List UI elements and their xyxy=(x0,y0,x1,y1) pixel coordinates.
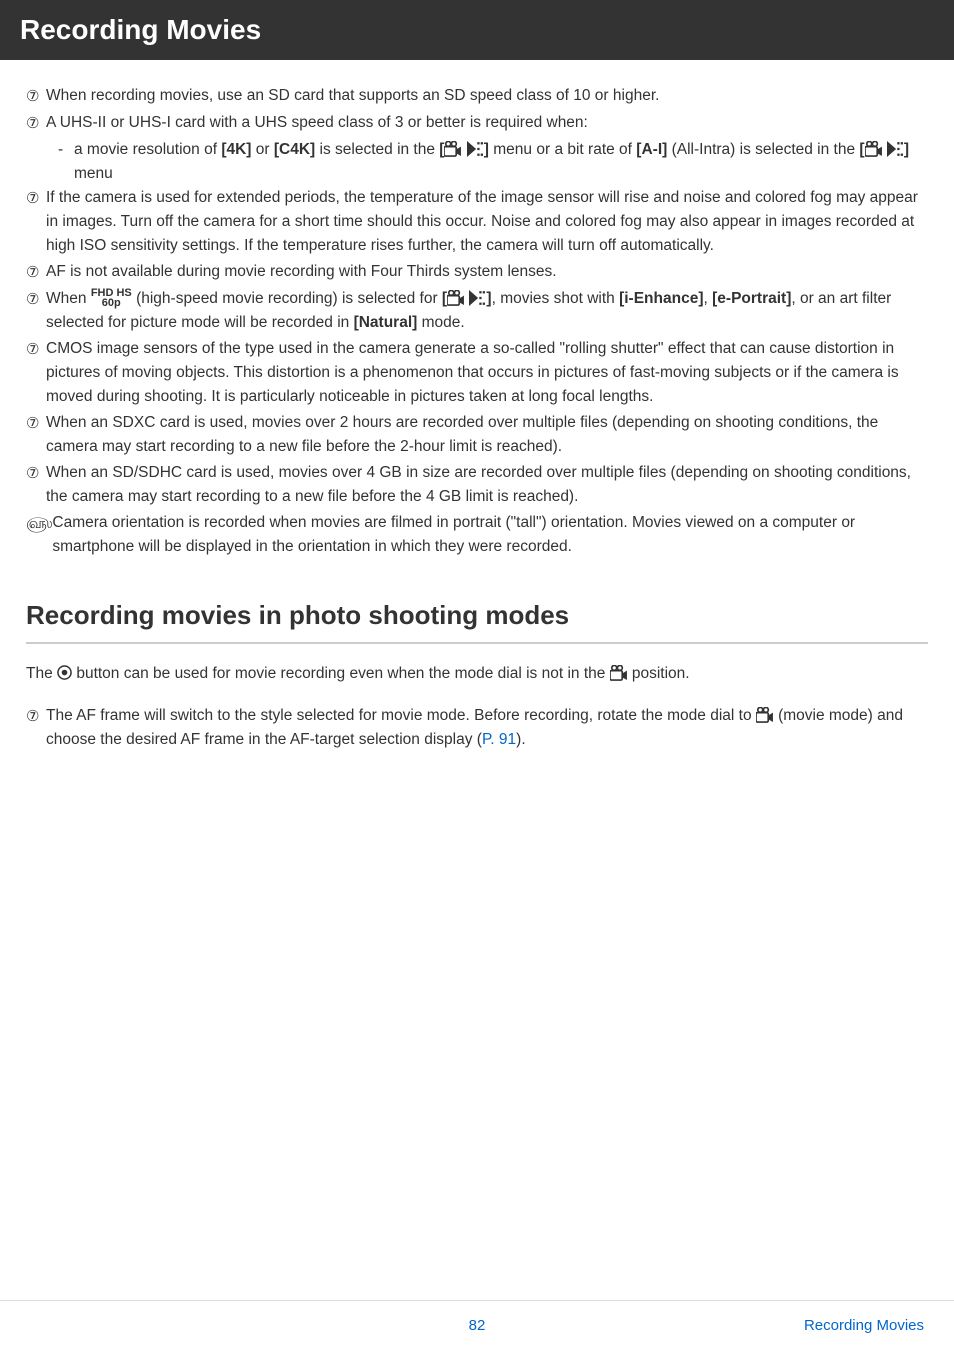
note-item: ⑦ A UHS-II or UHS-I card with a UHS spee… xyxy=(26,111,928,136)
note-item: ⑦ When an SDXC card is used, movies over… xyxy=(26,411,928,459)
notes-list: ⑦ When recording movies, use an SD card … xyxy=(26,84,928,559)
note-item: ⑦ When FHD HS60p (high-speed movie recor… xyxy=(26,287,928,335)
notes-list-2: ⑦ The AF frame will switch to the style … xyxy=(26,704,928,752)
menu-label: [ ] xyxy=(859,141,909,158)
menu-label: [ ] xyxy=(439,141,489,158)
caution-icon: ⑦ xyxy=(26,411,46,436)
caution-icon: ⑦ xyxy=(26,111,46,136)
note-text: The AF frame will switch to the style se… xyxy=(46,704,928,752)
note-text: If the camera is used for extended perio… xyxy=(46,186,928,258)
movie-camera-icon xyxy=(447,290,465,306)
quality-icon xyxy=(469,290,486,306)
text: or xyxy=(251,141,273,158)
section-heading: Recording movies in photo shooting modes xyxy=(26,595,928,643)
caution-icon: ⑦ xyxy=(26,461,46,486)
bold-text: [4K] xyxy=(221,141,251,158)
bold-text: [C4K] xyxy=(274,141,315,158)
page-number: 82 xyxy=(469,1317,486,1334)
caution-icon: ⑦ xyxy=(26,704,46,729)
note-text: When an SD/SDHC card is used, movies ove… xyxy=(46,461,928,509)
note-item: ⑦ AF is not available during movie recor… xyxy=(26,260,928,285)
quality-icon xyxy=(467,141,484,157)
note-text: When FHD HS60p (high-speed movie recordi… xyxy=(46,287,928,335)
dash-icon: - xyxy=(58,138,74,163)
fhdhs-60p-icon: FHD HS60p xyxy=(91,289,132,309)
movie-camera-icon xyxy=(444,141,462,157)
page-content: ⑦ When recording movies, use an SD card … xyxy=(0,60,954,774)
text: (All-Intra) is selected in the xyxy=(672,141,860,158)
note-item: ⑦ If the camera is used for extended per… xyxy=(26,186,928,258)
bold-text: [A-I] xyxy=(636,141,667,158)
page-title-bar: Recording Movies xyxy=(0,0,954,60)
caution-icon: ⑦ xyxy=(26,337,46,362)
quality-icon xyxy=(887,141,904,157)
note-item: ⑦ When recording movies, use an SD card … xyxy=(26,84,928,109)
note-item: ⑦ When an SD/SDHC card is used, movies o… xyxy=(26,461,928,509)
movie-camera-icon xyxy=(610,665,628,681)
record-button-icon xyxy=(57,665,72,680)
note-text: Camera orientation is recorded when movi… xyxy=(52,511,928,559)
text: menu or a bit rate of xyxy=(489,141,636,158)
menu-label: [ ] xyxy=(442,290,492,307)
text: menu xyxy=(74,165,113,182)
caution-icon: ⑦ xyxy=(26,84,46,109)
page-footer: 82 Recording Movies xyxy=(0,1300,954,1334)
note-item: ௵ Camera orientation is recorded when mo… xyxy=(26,511,928,559)
bold-text: [e-Portrait] xyxy=(712,290,791,307)
note-text: When recording movies, use an SD card th… xyxy=(46,84,928,108)
note-item: ⑦ CMOS image sensors of the type used in… xyxy=(26,337,928,409)
sub-note-text: a movie resolution of [4K] or [C4K] is s… xyxy=(74,138,928,186)
bold-text: [i-Enhance] xyxy=(619,290,703,307)
text: a movie resolution of xyxy=(74,141,221,158)
sub-note-item: - a movie resolution of [4K] or [C4K] is… xyxy=(26,138,928,186)
movie-camera-icon xyxy=(756,707,774,723)
footer-section-link[interactable]: Recording Movies xyxy=(804,1317,924,1334)
page-reference-link[interactable]: P. 91 xyxy=(482,731,516,748)
paragraph: The button can be used for movie recordi… xyxy=(26,662,928,686)
hint-icon: ௵ xyxy=(26,511,52,536)
note-text: CMOS image sensors of the type used in t… xyxy=(46,337,928,409)
note-text: AF is not available during movie recordi… xyxy=(46,260,928,284)
caution-icon: ⑦ xyxy=(26,260,46,285)
note-text: A UHS-II or UHS-I card with a UHS speed … xyxy=(46,111,928,135)
bold-text: [Natural] xyxy=(354,314,418,331)
note-text: When an SDXC card is used, movies over 2… xyxy=(46,411,928,459)
text: is selected in the xyxy=(315,141,439,158)
note-item: ⑦ The AF frame will switch to the style … xyxy=(26,704,928,752)
caution-icon: ⑦ xyxy=(26,186,46,211)
caution-icon: ⑦ xyxy=(26,287,46,312)
movie-camera-icon xyxy=(865,141,883,157)
page-title: Recording Movies xyxy=(20,14,934,46)
